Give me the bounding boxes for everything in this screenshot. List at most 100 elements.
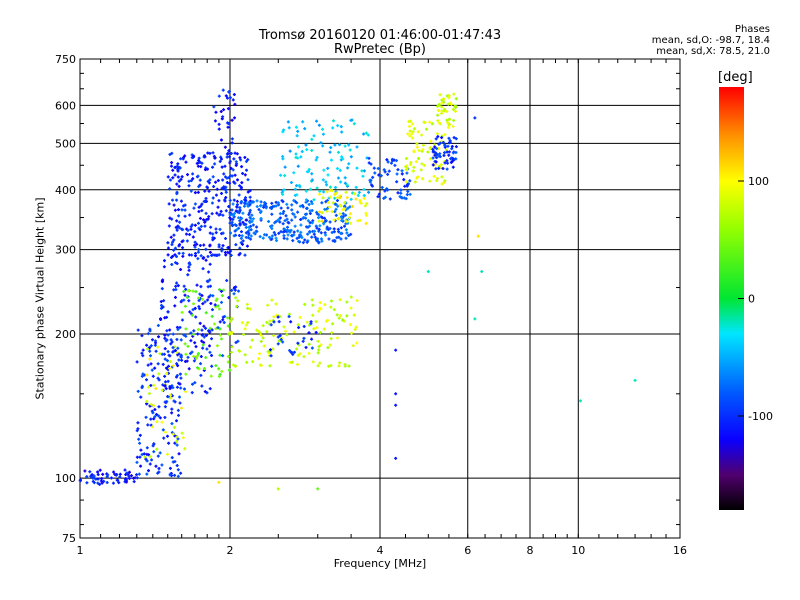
data-point — [242, 204, 246, 208]
data-point — [153, 408, 157, 412]
data-point — [179, 199, 183, 203]
data-point — [246, 178, 250, 182]
data-point — [239, 158, 243, 162]
data-point — [227, 176, 231, 180]
data-point — [208, 284, 212, 288]
data-point — [436, 119, 440, 123]
data-point — [184, 372, 188, 376]
data-point — [299, 218, 303, 222]
data-point — [421, 148, 425, 152]
data-point — [174, 375, 178, 379]
data-point — [344, 213, 348, 217]
data-point — [329, 305, 333, 309]
data-point — [349, 221, 353, 225]
data-point — [111, 481, 115, 485]
data-point — [300, 204, 304, 208]
data-point — [214, 193, 218, 197]
data-point — [152, 417, 156, 421]
data-point — [168, 360, 172, 364]
data-point — [195, 366, 199, 370]
data-point — [314, 224, 318, 228]
data-point — [348, 212, 352, 216]
data-point — [208, 330, 212, 334]
data-point — [317, 309, 321, 313]
data-point — [336, 227, 340, 231]
data-point — [408, 179, 412, 183]
data-point — [408, 192, 412, 196]
data-point — [394, 456, 398, 460]
data-point — [226, 107, 230, 111]
data-point — [140, 334, 144, 338]
data-point — [150, 368, 154, 372]
data-point — [180, 318, 184, 322]
data-point — [180, 406, 184, 410]
data-point — [246, 190, 250, 194]
data-point — [410, 122, 414, 126]
data-point — [270, 227, 274, 231]
data-point — [402, 178, 406, 182]
data-point — [281, 157, 285, 161]
data-point — [405, 171, 409, 175]
colorbar-tick-label: 100 — [748, 175, 769, 188]
data-point — [161, 362, 165, 366]
chart-title: Tromsø 20160120 01:46:00-01:47:43 — [258, 28, 502, 43]
data-point — [434, 152, 438, 156]
data-point — [287, 126, 291, 130]
data-point — [203, 220, 207, 224]
data-point — [348, 323, 352, 327]
data-point — [310, 235, 314, 239]
data-point — [324, 233, 328, 237]
data-point — [135, 455, 139, 459]
data-point — [285, 217, 289, 221]
data-point — [191, 308, 195, 312]
data-point — [210, 354, 214, 358]
data-point — [328, 226, 332, 230]
data-point — [149, 402, 153, 406]
data-point — [578, 399, 582, 403]
data-point — [208, 231, 212, 235]
data-point — [232, 180, 236, 184]
data-point — [346, 206, 350, 210]
data-point — [438, 155, 442, 159]
data-point — [244, 159, 248, 163]
data-point — [295, 362, 299, 366]
data-point — [184, 334, 188, 338]
data-point — [248, 189, 252, 193]
data-point — [96, 470, 100, 474]
data-point — [175, 182, 179, 186]
data-point — [234, 243, 238, 247]
data-point — [315, 210, 319, 214]
data-point — [341, 318, 345, 322]
data-point — [382, 168, 386, 172]
data-point — [317, 219, 321, 223]
data-point — [290, 218, 294, 222]
data-point — [300, 150, 304, 154]
data-point — [303, 302, 307, 306]
data-point — [202, 218, 206, 222]
data-point — [345, 183, 349, 187]
data-point — [265, 320, 269, 324]
data-point — [198, 178, 202, 182]
data-point — [223, 145, 227, 149]
data-point — [352, 122, 356, 126]
data-point — [90, 476, 94, 480]
data-point — [201, 302, 205, 306]
data-point — [454, 150, 458, 154]
data-point — [404, 197, 408, 201]
data-point — [270, 237, 274, 241]
data-point — [191, 289, 195, 293]
data-point — [244, 218, 248, 222]
data-point — [347, 162, 351, 166]
data-point — [171, 350, 175, 354]
data-point — [92, 474, 96, 478]
data-point — [191, 177, 195, 181]
data-point — [338, 212, 342, 216]
data-point — [413, 180, 417, 184]
data-point — [199, 373, 203, 377]
data-point — [347, 234, 351, 238]
data-point — [176, 346, 180, 350]
data-point — [170, 422, 174, 426]
data-point — [200, 202, 204, 206]
data-point — [214, 227, 218, 231]
data-point — [268, 364, 272, 368]
